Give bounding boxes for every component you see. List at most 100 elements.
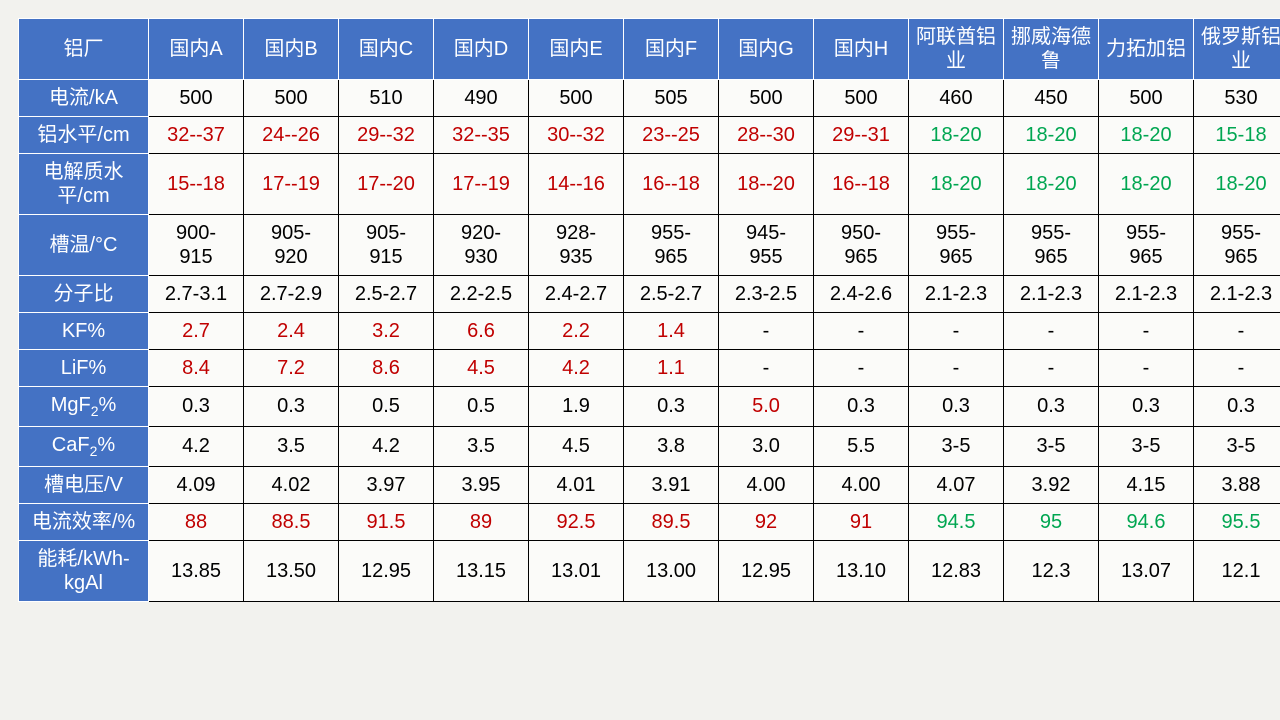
data-cell: 12.95 bbox=[339, 540, 434, 601]
data-cell: 945-955 bbox=[719, 215, 814, 276]
data-cell: 928-935 bbox=[529, 215, 624, 276]
data-cell: 2.7-2.9 bbox=[244, 276, 339, 313]
data-cell: 2.1-2.3 bbox=[1194, 276, 1280, 313]
data-cell: 0.3 bbox=[814, 387, 909, 427]
data-cell: 13.10 bbox=[814, 540, 909, 601]
table-row: 电流/kA50050051049050050550050046045050053… bbox=[19, 80, 1280, 117]
data-cell: 920-930 bbox=[434, 215, 529, 276]
row-header: 电解质水平/cm bbox=[19, 154, 149, 215]
data-cell: 4.01 bbox=[529, 466, 624, 503]
data-cell: 91.5 bbox=[339, 503, 434, 540]
data-cell: 4.2 bbox=[339, 426, 434, 466]
data-cell: 13.50 bbox=[244, 540, 339, 601]
data-cell: 3.0 bbox=[719, 426, 814, 466]
data-cell: 92 bbox=[719, 503, 814, 540]
data-cell: 500 bbox=[719, 80, 814, 117]
data-cell: 0.3 bbox=[1004, 387, 1099, 427]
data-cell: 2.5-2.7 bbox=[339, 276, 434, 313]
column-header: 国内D bbox=[434, 19, 529, 80]
table-row: LiF%8.47.28.64.54.21.1------ bbox=[19, 350, 1280, 387]
data-cell: 94.6 bbox=[1099, 503, 1194, 540]
data-cell: 955-965 bbox=[909, 215, 1004, 276]
table-row: CaF2%4.23.54.23.54.53.83.05.53-53-53-53-… bbox=[19, 426, 1280, 466]
data-cell: 8.4 bbox=[149, 350, 244, 387]
data-cell: 13.85 bbox=[149, 540, 244, 601]
data-cell: 23--25 bbox=[624, 117, 719, 154]
table-head: 铝厂国内A国内B国内C国内D国内E国内F国内G国内H阿联酋铝业挪威海德鲁力拓加铝… bbox=[19, 19, 1280, 80]
row-header: KF% bbox=[19, 313, 149, 350]
column-header: 国内G bbox=[719, 19, 814, 80]
data-cell: 88 bbox=[149, 503, 244, 540]
data-cell: 24--26 bbox=[244, 117, 339, 154]
data-cell: 0.3 bbox=[1099, 387, 1194, 427]
data-cell: 450 bbox=[1004, 80, 1099, 117]
data-cell: 4.09 bbox=[149, 466, 244, 503]
data-cell: 4.15 bbox=[1099, 466, 1194, 503]
data-cell: 29--32 bbox=[339, 117, 434, 154]
data-cell: 5.0 bbox=[719, 387, 814, 427]
corner-header: 铝厂 bbox=[19, 19, 149, 80]
row-header: LiF% bbox=[19, 350, 149, 387]
data-cell: 95.5 bbox=[1194, 503, 1280, 540]
data-cell: 4.5 bbox=[434, 350, 529, 387]
data-cell: 17--19 bbox=[434, 154, 529, 215]
data-cell: - bbox=[1194, 313, 1280, 350]
data-cell: 2.4-2.6 bbox=[814, 276, 909, 313]
data-cell: - bbox=[719, 350, 814, 387]
data-cell: 6.6 bbox=[434, 313, 529, 350]
data-cell: 16--18 bbox=[814, 154, 909, 215]
data-cell: - bbox=[1099, 313, 1194, 350]
data-cell: 950-965 bbox=[814, 215, 909, 276]
data-cell: 500 bbox=[149, 80, 244, 117]
data-cell: 0.3 bbox=[909, 387, 1004, 427]
row-header: CaF2% bbox=[19, 426, 149, 466]
row-header: 铝水平/cm bbox=[19, 117, 149, 154]
data-cell: 18-20 bbox=[1099, 154, 1194, 215]
table-row: 分子比2.7-3.12.7-2.92.5-2.72.2-2.52.4-2.72.… bbox=[19, 276, 1280, 313]
data-cell: 0.3 bbox=[244, 387, 339, 427]
column-header: 阿联酋铝业 bbox=[909, 19, 1004, 80]
data-cell: 1.1 bbox=[624, 350, 719, 387]
data-cell: 91 bbox=[814, 503, 909, 540]
data-cell: 3.92 bbox=[1004, 466, 1099, 503]
data-cell: 4.07 bbox=[909, 466, 1004, 503]
data-cell: 4.2 bbox=[149, 426, 244, 466]
table-row: 铝水平/cm32--3724--2629--3232--3530--3223--… bbox=[19, 117, 1280, 154]
column-header: 国内B bbox=[244, 19, 339, 80]
data-cell: 955-965 bbox=[624, 215, 719, 276]
data-cell: 14--16 bbox=[529, 154, 624, 215]
data-cell: 2.4 bbox=[244, 313, 339, 350]
data-cell: 1.9 bbox=[529, 387, 624, 427]
data-cell: 3.91 bbox=[624, 466, 719, 503]
data-cell: - bbox=[909, 350, 1004, 387]
data-cell: 15--18 bbox=[149, 154, 244, 215]
data-cell: 12.3 bbox=[1004, 540, 1099, 601]
data-cell: 13.15 bbox=[434, 540, 529, 601]
data-cell: 12.83 bbox=[909, 540, 1004, 601]
data-cell: 18-20 bbox=[909, 154, 1004, 215]
data-cell: - bbox=[1099, 350, 1194, 387]
data-cell: - bbox=[1194, 350, 1280, 387]
column-header: 国内C bbox=[339, 19, 434, 80]
data-cell: 900-915 bbox=[149, 215, 244, 276]
data-cell: 2.1-2.3 bbox=[909, 276, 1004, 313]
data-cell: 7.2 bbox=[244, 350, 339, 387]
data-cell: 2.2 bbox=[529, 313, 624, 350]
data-cell: 94.5 bbox=[909, 503, 1004, 540]
data-cell: 3.5 bbox=[434, 426, 529, 466]
data-cell: 490 bbox=[434, 80, 529, 117]
data-cell: 3.95 bbox=[434, 466, 529, 503]
data-cell: 4.00 bbox=[719, 466, 814, 503]
data-cell: 15-18 bbox=[1194, 117, 1280, 154]
data-cell: 505 bbox=[624, 80, 719, 117]
data-cell: 3-5 bbox=[1194, 426, 1280, 466]
data-cell: - bbox=[909, 313, 1004, 350]
data-cell: 500 bbox=[1099, 80, 1194, 117]
column-header: 国内F bbox=[624, 19, 719, 80]
data-cell: 89 bbox=[434, 503, 529, 540]
data-cell: 13.00 bbox=[624, 540, 719, 601]
data-cell: 29--31 bbox=[814, 117, 909, 154]
data-cell: 4.00 bbox=[814, 466, 909, 503]
row-header: 槽电压/V bbox=[19, 466, 149, 503]
data-cell: 460 bbox=[909, 80, 1004, 117]
